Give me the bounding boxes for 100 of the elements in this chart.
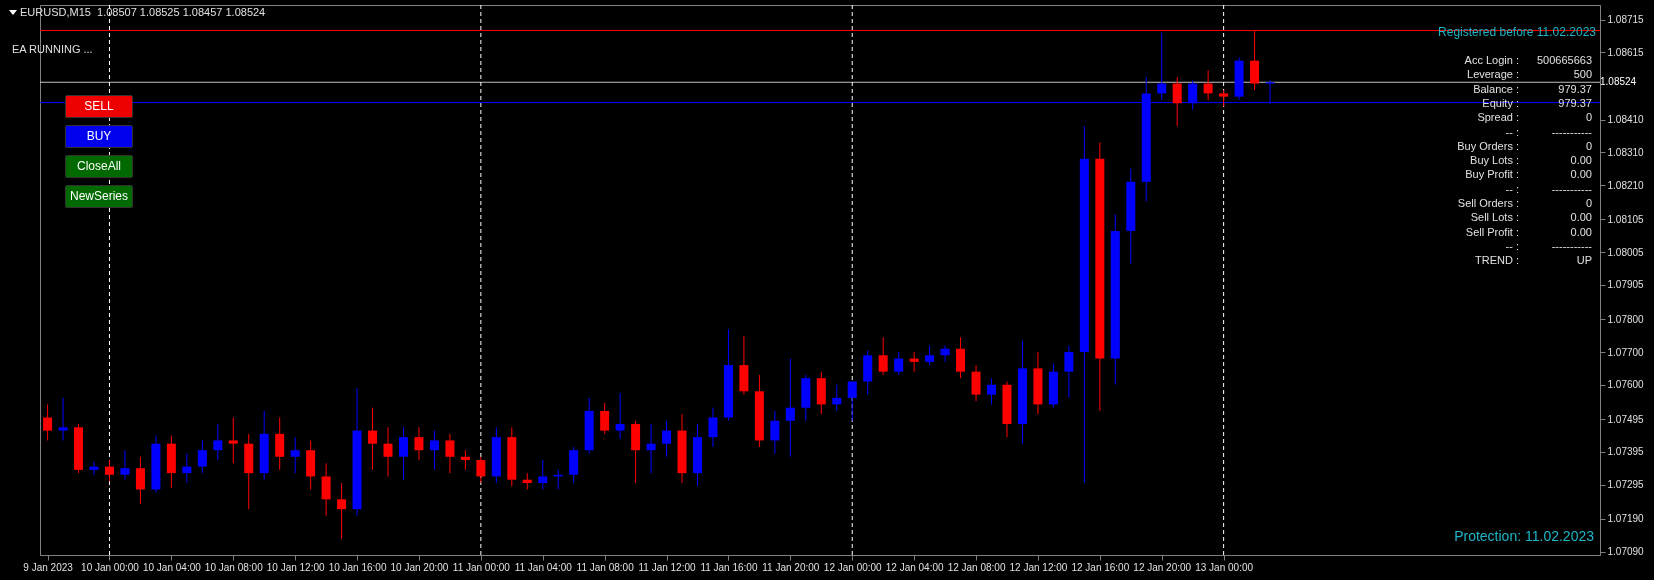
candlestick [662, 420, 672, 458]
x-tick-label: 12 Jan 12:00 [1009, 561, 1068, 573]
y-tick-label: 1.08005 [1607, 246, 1645, 258]
candlestick [135, 456, 145, 505]
candlestick [832, 384, 842, 412]
button: BUY [65, 125, 133, 148]
annotation: Protection: 11.02.2023 [1454, 528, 1594, 544]
candlestick [1064, 344, 1074, 399]
text: Buy Lots : 0.00 [1470, 154, 1592, 167]
candlestick [445, 433, 455, 474]
candlestick [197, 439, 207, 474]
x-tick-label: 13 Jan 00:00 [1195, 561, 1254, 573]
y-tick-label: 1.08715 [1607, 14, 1645, 26]
candlestick [538, 459, 548, 491]
x-tick-label: 11 Jan 20:00 [762, 561, 820, 573]
text: Leverage : 500 [1467, 68, 1592, 81]
candlestick [1203, 69, 1213, 101]
candlestick [460, 449, 470, 471]
y-tick-label: 1.07295 [1607, 479, 1645, 491]
y-tick-label: 1.07700 [1607, 346, 1645, 358]
candlestick [847, 380, 857, 422]
candlestick [89, 461, 99, 476]
text: -- : ----------- [1505, 239, 1592, 252]
y-tick-label: 1.08310 [1607, 146, 1645, 158]
x-tick-label: 10 Jan 12:00 [266, 561, 326, 573]
button: SELL [65, 95, 133, 118]
candlestick [368, 407, 378, 471]
candlestick [321, 462, 331, 517]
candlestick [646, 423, 656, 474]
y-tick-label: 1.07800 [1607, 313, 1645, 325]
y-tick-label: 1.07905 [1607, 279, 1645, 291]
x-tick-label: 10 Jan 04:00 [142, 561, 202, 573]
text: Sell Profit : 0.00 [1465, 225, 1592, 238]
y-tick-label: 1.07495 [1607, 413, 1645, 425]
y-tick-label: 1.08105 [1607, 213, 1645, 225]
candlestick [476, 456, 486, 484]
x-tick-label: 9 Jan 2023 [23, 561, 74, 573]
text: -- : ----------- [1505, 182, 1592, 195]
button: NewSeries [65, 185, 133, 208]
y-tick-label: 1.07090 [1607, 546, 1645, 558]
candlestick [909, 351, 919, 373]
candlestick [275, 417, 285, 471]
y-tick-label: 1.08410 [1607, 114, 1645, 126]
candlestick [383, 426, 393, 477]
x-tick-label: 12 Jan 16:00 [1071, 561, 1130, 573]
annotation: EA RUNNING ... [12, 43, 93, 55]
candlestick [398, 426, 408, 481]
text: Spread : 0 [1477, 111, 1592, 124]
text: Balance : 979.37 [1473, 82, 1592, 95]
candlestick [43, 403, 53, 441]
x-tick-label: 11 Jan 04:00 [514, 561, 573, 573]
candlestick [414, 426, 424, 461]
candlestick [228, 417, 238, 464]
candlestick [615, 392, 625, 440]
candlestick [770, 410, 780, 455]
candlestick [429, 430, 439, 471]
x-tick-label: 12 Jan 04:00 [885, 561, 944, 573]
x-tick-label: 12 Jan 20:00 [1133, 561, 1192, 573]
text: Buy Orders : 0 [1457, 139, 1592, 152]
candlestick [104, 459, 114, 482]
candlestick [878, 336, 888, 376]
x-tick-label: 11 Jan 12:00 [638, 561, 697, 573]
candlestick [1157, 32, 1167, 101]
x-tick-label: 10 Jan 16:00 [328, 561, 387, 573]
x-tick-label: 10 Jan 20:00 [390, 561, 449, 573]
candlestick [182, 453, 192, 484]
candlestick [925, 344, 935, 366]
x-tick-label: 12 Jan 00:00 [823, 561, 883, 573]
candlestick [600, 402, 610, 435]
y-tick-label: 1.07600 [1607, 379, 1645, 391]
text: Sell Orders : 0 [1457, 197, 1592, 209]
text: -- : ----------- [1505, 125, 1592, 138]
candlestick [1172, 76, 1182, 127]
x-tick-label: 12 Jan 08:00 [947, 561, 1006, 573]
x-tick-label: 11 Jan 00:00 [452, 561, 511, 573]
candlestick [956, 336, 966, 379]
candlestick [290, 436, 300, 474]
candlestick [785, 358, 795, 458]
y-tick-label: 1.08615 [1607, 46, 1645, 58]
y-tick-label: 1.08210 [1607, 179, 1645, 191]
text: Buy Profit : 0.00 [1465, 168, 1592, 181]
button: CloseAll [65, 155, 133, 178]
candlestick [987, 377, 997, 405]
x-tick-label: 10 Jan 00:00 [81, 561, 140, 573]
x-tick-label: 11 Jan 16:00 [700, 561, 758, 573]
text: Sell Lots : 0.00 [1470, 211, 1592, 224]
chart-title: EURUSD,M15 1.08507 1.08525 1.08457 1.08524 [20, 6, 266, 18]
x-tick-label: 10 Jan 08:00 [204, 561, 264, 573]
candlestick [940, 344, 950, 363]
candlestick [894, 351, 904, 376]
y-tick-label: 1.07395 [1607, 446, 1645, 458]
candlestick [120, 449, 130, 481]
text: Acc Login : 500665663 [1464, 54, 1592, 66]
candlestick [971, 364, 981, 402]
candlestick [708, 407, 718, 448]
candlestick [213, 423, 223, 461]
text: TREND : UP [1475, 254, 1592, 267]
x-tick-label: 11 Jan 08:00 [576, 561, 635, 573]
candlestick [58, 397, 68, 441]
ref-line-label: 1.08524 [1600, 76, 1637, 88]
